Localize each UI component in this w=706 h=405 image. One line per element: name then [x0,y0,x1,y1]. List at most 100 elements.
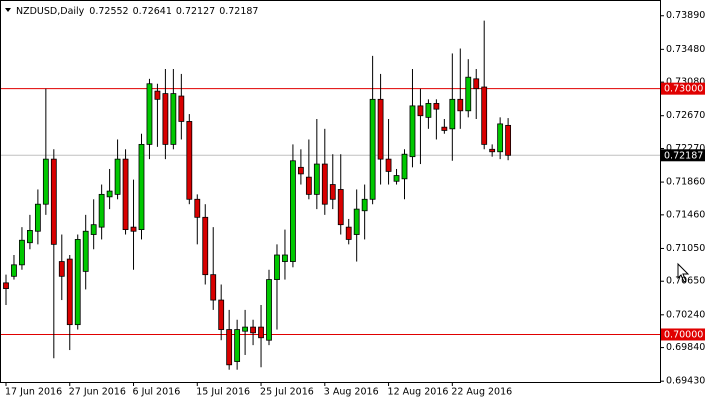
x-tick-label: 17 Jun 2016 [5,387,62,398]
y-tick-label: 0.73890 [666,10,705,21]
y-tick-label: 0.71860 [666,177,705,188]
y-tick-label: 0.70240 [666,309,705,320]
candle-body [186,121,193,200]
candle-body [274,254,280,280]
candle-body [234,329,241,362]
candle-body [34,203,41,232]
candle-body [465,76,472,112]
candle-body [305,176,312,195]
plot-area [1,20,660,370]
current-price-label: 0.72187 [664,150,703,161]
y-tick-label: 0.72670 [666,110,705,121]
y-tick-label: 0.73080 [666,77,705,88]
candle-body [154,90,161,100]
candle-body [282,254,288,262]
candle-body [58,261,65,277]
candle-body [329,184,336,200]
candle-body [321,163,328,205]
candle-body [42,158,49,205]
candle-body [218,299,225,330]
x-tick-label: 12 Aug 2016 [388,387,449,398]
y-tick-label: 0.71050 [666,243,705,254]
x-tick-label: 3 Aug 2016 [324,387,379,398]
candle-body [11,264,17,277]
candle-body [313,163,320,195]
candle-body [114,158,121,195]
candle-body [297,166,304,175]
level-label-box [661,82,705,95]
candle-body [122,158,129,230]
candle-body [250,326,256,334]
candle-body [457,98,464,112]
plot-frame [0,0,661,383]
candle-body [194,198,201,218]
candle-body [385,158,392,172]
y-tick-label: 0.69430 [666,376,705,387]
candle-body [433,103,440,110]
y-tick-label: 0.73480 [666,44,705,55]
candle-body [481,86,488,145]
candle-body [417,105,424,117]
current-price-box [661,149,705,162]
x-tick-label: 25 Jul 2016 [260,387,314,398]
candle-body [361,198,368,212]
candle-body [409,105,416,158]
candle-body [50,158,57,245]
candle-body [138,143,145,231]
candle-body [146,83,153,145]
candle-body [441,126,448,131]
candle-body [505,124,512,156]
x-tick-label: 22 Aug 2016 [451,387,512,398]
candle-body [210,274,217,301]
candle-body [178,95,185,122]
candle-body [266,279,272,341]
candle-body [353,208,360,235]
candle-body [82,230,89,272]
x-tick-label: 6 Jul 2016 [133,387,181,398]
menu-triangle[interactable] [5,8,11,12]
candle-body [401,153,408,180]
candle-body [377,98,384,160]
header-close: 0.72187 [219,6,258,17]
candle-body [202,216,209,276]
candle-body [74,239,81,326]
candle-body [162,93,169,145]
candle-body [473,78,480,90]
level-label: 0.73000 [664,84,703,95]
candle-body [66,258,73,326]
candle-body [90,224,97,235]
candle-body [27,230,33,244]
candle-body [19,239,25,266]
candle-body [106,190,113,198]
candle-body [290,160,296,262]
candle-body [258,326,264,339]
chart-header: NZDUSD,Daily 0.72552 0.72641 0.72127 0.72187 [16,6,258,17]
candle-body [226,329,233,366]
candle-body [489,148,496,153]
level-label-box [661,328,705,341]
y-tick-label: 0.70650 [666,276,705,287]
y-tick-label: 0.71460 [666,209,705,220]
candle-body [345,226,352,240]
candle-body [449,98,456,130]
header-open: 0.72552 [89,6,128,17]
candle-body [242,326,249,332]
x-tick-label: 15 Jul 2016 [196,387,250,398]
candle-body [337,189,344,226]
header-low: 0.72127 [176,6,215,17]
candle-body [3,282,9,289]
mouse-cursor [677,262,690,283]
candle-body [425,103,432,118]
header-high: 0.72641 [133,6,172,17]
y-tick-label: 0.72270 [666,143,705,154]
candle-body [130,226,137,232]
candle-body [98,193,105,228]
x-tick-label: 27 Jun 2016 [69,387,126,398]
y-tick-label: 0.69840 [666,342,705,353]
candle-body [369,98,376,200]
symbol: NZDUSD,Daily [16,6,85,17]
candle-body [497,123,504,153]
candle-body [393,175,400,182]
